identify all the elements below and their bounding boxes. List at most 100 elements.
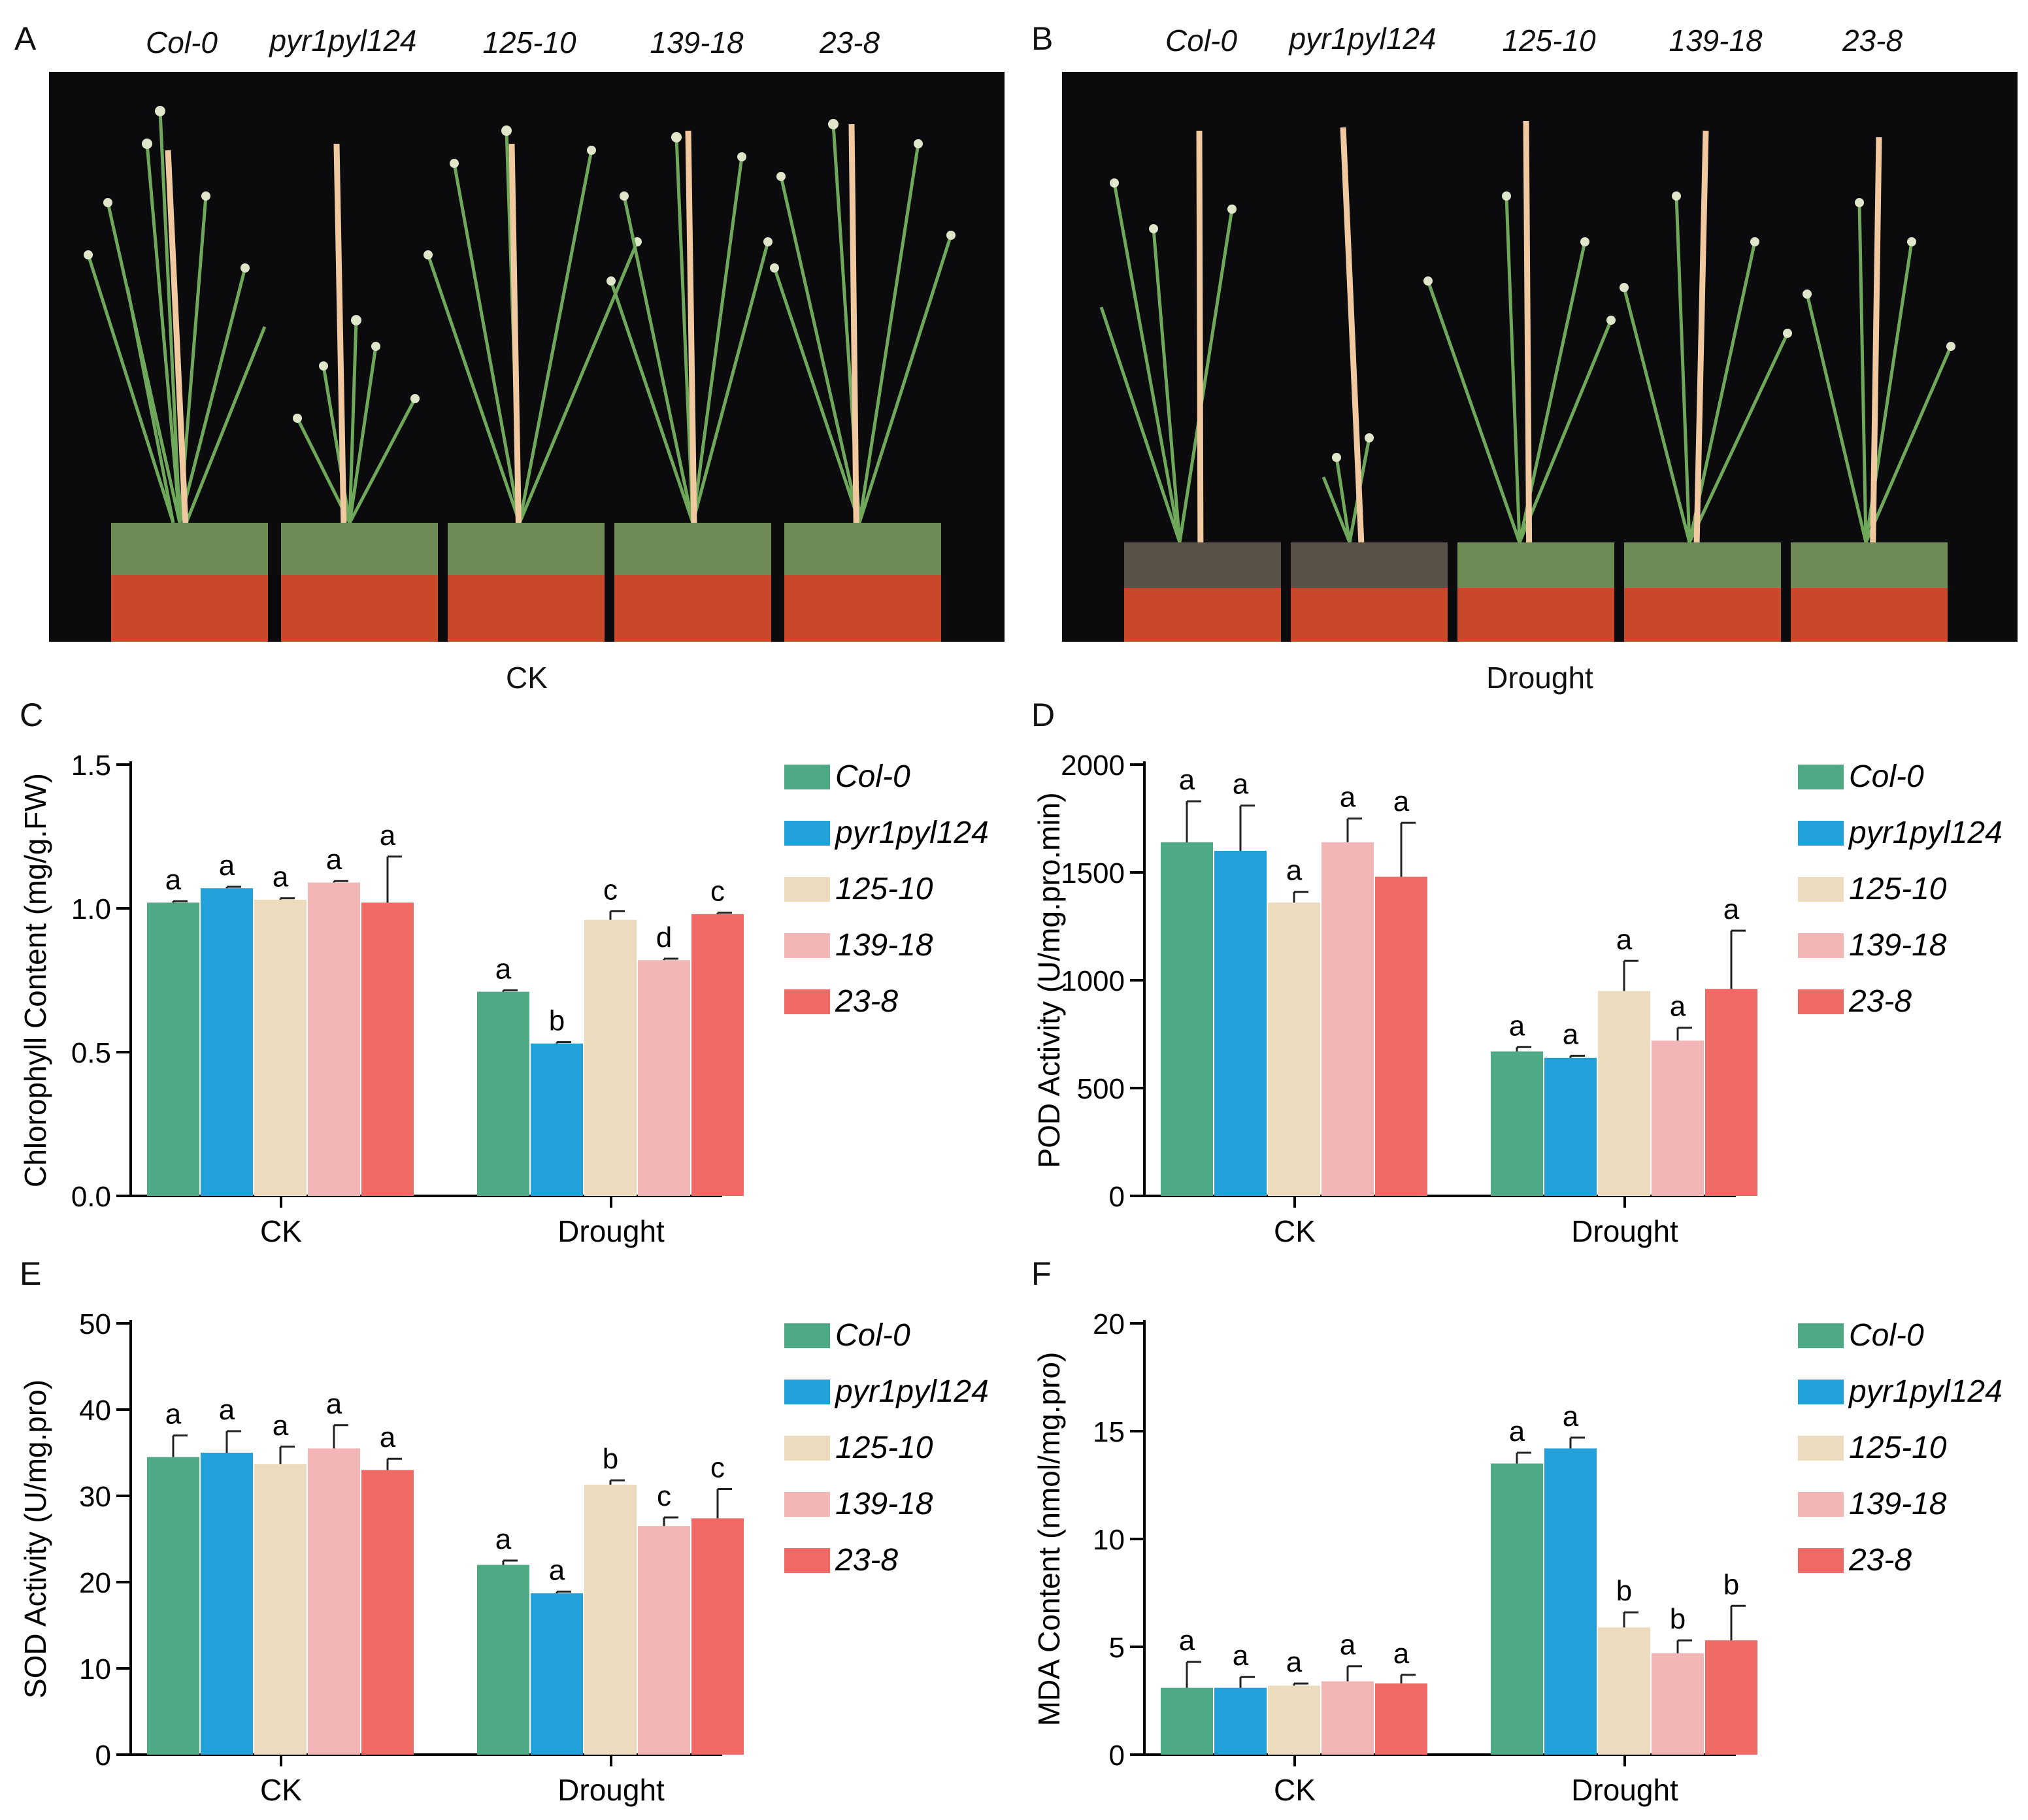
x-tick-label-ck: CK: [260, 1773, 302, 1807]
legend-swatch-pyr1pyl124: [784, 1380, 830, 1404]
bar-col-0-ck: [1161, 1687, 1213, 1755]
legend-label-139-18: 139-18: [1849, 928, 1947, 963]
bar-col-0-drought: [1491, 1051, 1543, 1196]
sig-letter-23-8-ck: a: [1393, 786, 1410, 818]
legend-swatch-139-18: [784, 1492, 830, 1517]
panel-letter-c: C: [20, 697, 44, 733]
bar-139-18-drought: [638, 1526, 690, 1755]
plant-238-drought: [1805, 202, 1953, 543]
y-axis-label: Chlorophyll Content (mg/g.FW): [18, 773, 52, 1187]
legend-swatch-23-8: [784, 1548, 830, 1573]
sig-letter-139-18-ck: a: [1340, 782, 1356, 814]
y-tick-label: 10: [79, 1653, 111, 1685]
y-tick-label: 40: [79, 1395, 111, 1427]
photo-a-label-col0: Col-0: [146, 25, 218, 59]
bar-139-18-ck: [308, 1448, 360, 1755]
bar-pyr1pyl124-ck: [201, 888, 253, 1196]
bar-col-0-ck: [1161, 842, 1213, 1196]
bar-pyr1pyl124-drought: [1544, 1448, 1597, 1755]
plant-238-ck: [773, 124, 953, 523]
sig-letter-139-18-drought: a: [1670, 991, 1686, 1023]
legend-label-125-10: 125-10: [1849, 872, 1947, 906]
x-tick-label-drought: Drought: [557, 1214, 665, 1248]
legend-swatch-125-10: [1798, 877, 1844, 902]
sig-letter-139-18-drought: d: [656, 921, 672, 953]
x-tick-label-ck: CK: [1274, 1214, 1316, 1248]
sig-letter-139-18-ck: a: [326, 844, 342, 876]
y-axis-label: MDA Content (nmol/mg.pro): [1032, 1352, 1066, 1727]
y-tick-label: 50: [79, 1308, 111, 1340]
y-tick-label: 500: [1077, 1073, 1125, 1105]
bar-139-18-drought: [1652, 1653, 1704, 1755]
legend-swatch-col-0: [1798, 765, 1844, 789]
bar-pyr1pyl124-ck: [201, 1453, 253, 1755]
sig-letter-23-8-drought: c: [710, 1451, 725, 1483]
sig-letter-125-10-drought: b: [1616, 1575, 1632, 1607]
bar-pyr1pyl124-ck: [1214, 851, 1267, 1196]
bar-125-10-ck: [254, 1464, 307, 1755]
bar-23-8-drought: [1705, 989, 1757, 1196]
x-tick-label-ck: CK: [1274, 1773, 1316, 1807]
y-tick-label: 5: [1109, 1632, 1125, 1664]
y-tick-label: 15: [1093, 1416, 1125, 1448]
legend-label-125-10: 125-10: [1849, 1431, 1947, 1465]
legend-label-139-18: 139-18: [835, 1487, 933, 1521]
sig-letter-139-18-drought: c: [657, 1480, 671, 1512]
legend-swatch-pyr1pyl124: [1798, 821, 1844, 846]
chart-pod-activity: POD Activity (U/mg.pro.min) 0 500 1000 1500 2…: [1032, 750, 2003, 1248]
y-tick-label: 0: [1109, 1181, 1125, 1213]
legend-swatch-pyr1pyl124: [784, 821, 830, 846]
x-tick-label-drought: Drought: [1571, 1773, 1678, 1807]
sig-letter-139-18-drought: b: [1670, 1603, 1686, 1635]
legend-label-pyr1pyl124: pyr1pyl124: [834, 1374, 989, 1409]
y-tick-label: 1.5: [71, 750, 111, 782]
x-tick-label-drought: Drought: [1571, 1214, 1678, 1248]
sig-letter-23-8-drought: a: [1723, 893, 1740, 925]
bar-pyr1pyl124-ck: [1214, 1687, 1267, 1755]
x-tick-label-ck: CK: [260, 1214, 302, 1248]
bar-23-8-ck: [1375, 876, 1427, 1196]
panel-letter-f: F: [1031, 1255, 1052, 1292]
legend-swatch-col-0: [784, 765, 830, 789]
photo-b-label-125: 125-10: [1502, 24, 1596, 58]
sig-letter-col-0-drought: a: [1509, 1010, 1525, 1042]
legend-label-col-0: Col-0: [1849, 759, 1924, 794]
y-tick-label: 30: [79, 1481, 111, 1513]
y-axis-label: SOD Activity (U/mg.pro): [18, 1380, 52, 1698]
sig-letter-col-0-drought: a: [1509, 1415, 1525, 1448]
bar-125-10-drought: [584, 1484, 637, 1755]
y-tick-label: 1000: [1061, 965, 1125, 997]
photo-a-label-139: 139-18: [650, 25, 744, 59]
legend-label-125-10: 125-10: [835, 1431, 933, 1465]
sig-letter-pyr1pyl124-drought: a: [1563, 1400, 1579, 1432]
chart-sod-activity: SOD Activity (U/mg.pro) 0 10 20 30 40 50 a a a a a C…: [18, 1308, 989, 1807]
panel-letter-a: A: [14, 20, 37, 57]
sig-letter-pyr1pyl124-ck: a: [1233, 1640, 1249, 1672]
sig-letter-125-10-drought: c: [603, 874, 618, 906]
legend-swatch-col-0: [1798, 1323, 1844, 1348]
legend-swatch-125-10: [1798, 1436, 1844, 1461]
pots-drought: [1124, 542, 1948, 642]
bar-23-8-ck: [361, 1470, 414, 1755]
sig-letter-125-10-ck: a: [1286, 1646, 1303, 1678]
bar-23-8-ck: [1375, 1683, 1427, 1755]
bar-125-10-ck: [1268, 902, 1320, 1196]
bar-col-0-ck: [147, 1457, 199, 1755]
sig-letter-col-0-ck: a: [165, 1398, 182, 1431]
y-tick-label: 10: [1093, 1524, 1125, 1556]
legend-swatch-125-10: [784, 877, 830, 902]
bar-125-10-ck: [254, 899, 307, 1196]
bar-125-10-drought: [1598, 1627, 1650, 1755]
plant-col0-drought: [1099, 182, 1234, 543]
legend-label-139-18: 139-18: [835, 928, 933, 963]
photo-drought: [1062, 72, 2018, 642]
sig-letter-23-8-ck: a: [380, 819, 396, 852]
y-tick-label: 1500: [1061, 857, 1125, 889]
bar-col-0-drought: [477, 991, 529, 1196]
sig-letter-pyr1pyl124-ck: a: [1233, 769, 1249, 801]
bar-139-18-ck: [1322, 842, 1374, 1196]
bar-125-10-drought: [1598, 991, 1650, 1196]
legend-swatch-139-18: [1798, 1492, 1844, 1517]
photo-b-label-238: 23-8: [1842, 24, 1903, 58]
photo-b-label-pyr: pyr1pyl124: [1289, 22, 1437, 56]
